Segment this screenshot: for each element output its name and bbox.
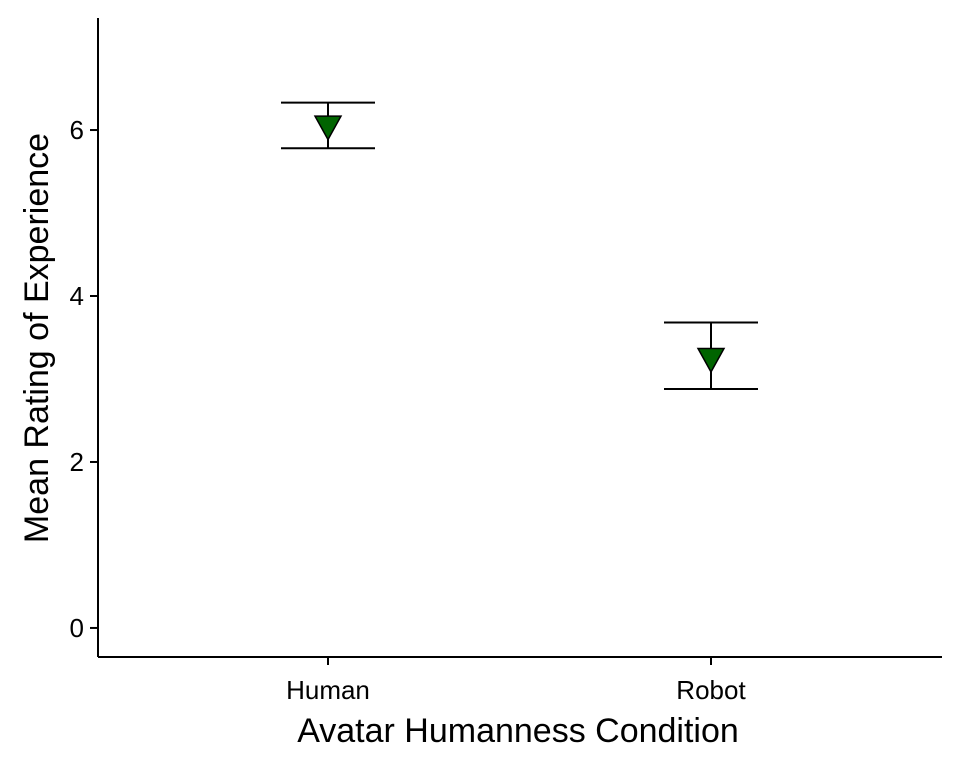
y-axis-title: Mean Rating of Experience [18, 133, 56, 543]
y-tick-label: 0 [70, 613, 84, 643]
mean-point-marker [313, 115, 343, 142]
y-tick-label: 4 [70, 281, 84, 311]
x-axis-title: Avatar Humanness Condition [297, 712, 739, 750]
mean-point-marker [696, 347, 726, 374]
x-tick-label: Robot [676, 675, 746, 705]
y-tick-label: 6 [70, 115, 84, 145]
plot-area: 0 2 4 6 Human Robot [70, 18, 942, 705]
y-tick-label: 2 [70, 447, 84, 477]
x-tick-label: Human [286, 675, 370, 705]
